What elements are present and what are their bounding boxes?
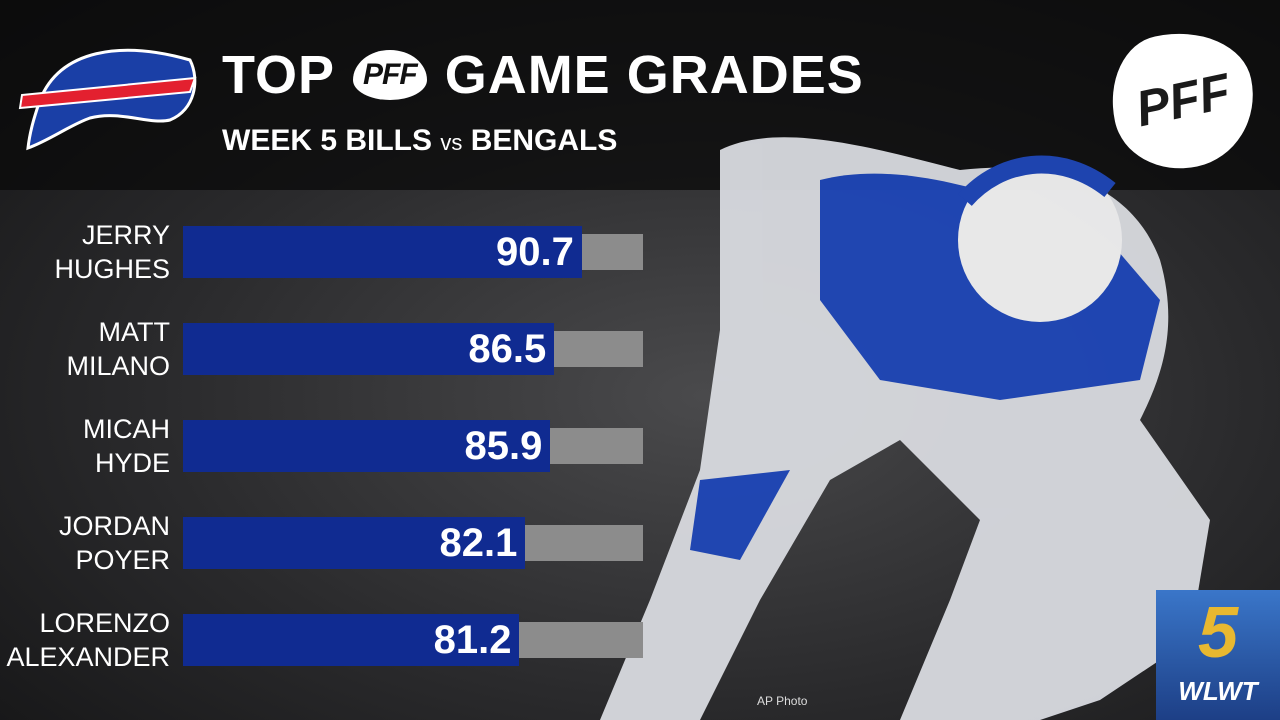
subtitle-vs: vs <box>440 130 463 155</box>
value-label: 86.5 <box>468 327 547 371</box>
subtitle-team: WEEK 5 BILLS <box>222 124 433 157</box>
bar <box>183 323 555 375</box>
bar <box>183 420 551 472</box>
player-photo <box>600 137 1210 720</box>
value-label: 82.1 <box>439 521 518 565</box>
title-left: TOP <box>222 45 336 105</box>
station-name: WLWT <box>1178 676 1258 706</box>
subtitle-opponent: BENGALS <box>470 124 618 157</box>
bills-logo <box>18 48 197 151</box>
title: TOP PFF GAME GRADES <box>222 44 864 106</box>
title-right: GAME GRADES <box>444 45 864 105</box>
value-label: 81.2 <box>433 618 512 662</box>
player-name: JERRY HUGHES <box>54 220 170 284</box>
photo-credit: AP Photo <box>757 694 808 708</box>
bar <box>183 517 526 569</box>
station-logo: 5 WLWT <box>1156 590 1280 720</box>
player-name: MATT MILANO <box>66 317 171 381</box>
player-name: JORDAN POYER <box>58 511 170 575</box>
player-name: MICAH HYDE <box>83 414 170 478</box>
bar <box>183 226 582 278</box>
bar <box>183 614 520 666</box>
subtitle: WEEK 5 BILLS vs BENGALS <box>222 124 617 158</box>
player-name: LORENZO ALEXANDER <box>6 608 170 672</box>
value-label: 85.9 <box>464 424 543 468</box>
station-number: 5 <box>1197 593 1239 673</box>
title-logo: PFF <box>353 50 427 100</box>
value-label: 90.7 <box>496 230 574 274</box>
